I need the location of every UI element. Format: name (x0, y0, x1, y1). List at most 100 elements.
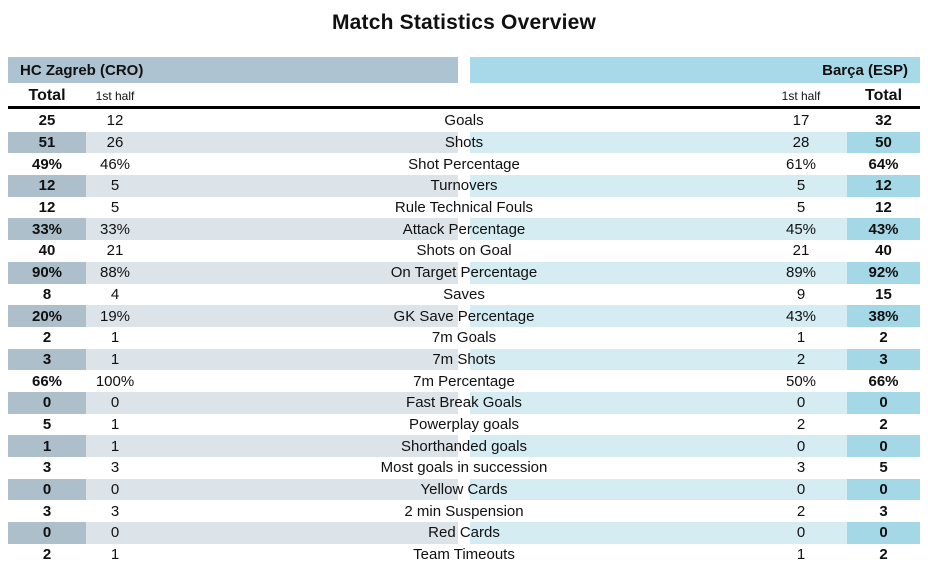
home-first-half-value: 19% (99, 307, 131, 325)
away-total-value: 92% (847, 261, 920, 284)
away-first-half-value: 0 (796, 481, 806, 499)
away-panel: 9 15 (470, 284, 920, 306)
home-total-value: 0 (8, 478, 86, 501)
away-team-header: Barça (ESP) (470, 57, 920, 83)
home-first-half-value: 0 (110, 394, 120, 412)
away-column-headers: 1st half Total (470, 87, 920, 105)
home-first-half-value: 46% (99, 155, 131, 173)
away-total-value: 0 (847, 435, 920, 457)
away-first-half-value: 9 (796, 285, 806, 303)
away-first-half-value: 45% (785, 220, 817, 238)
home-panel: 51 26 (8, 131, 458, 154)
home-panel: 33% 33% (8, 218, 458, 241)
away-panel: 5 12 (470, 175, 920, 197)
home-first-half-value: 1 (110, 350, 120, 368)
home-total-value: 51 (8, 131, 86, 154)
home-first-half-value: 0 (110, 481, 120, 499)
home-team-header: HC Zagreb (CRO) (8, 57, 458, 83)
away-first-half-value: 1 (796, 546, 806, 564)
away-first-half-value: 5 (796, 199, 806, 217)
home-total-value: 12 (38, 199, 56, 217)
table-row: 49% 46% 61% 64% Shot Percentage (8, 153, 920, 175)
away-panel: 61% 64% (470, 153, 920, 175)
statistics-table: HC Zagreb (CRO) Barça (ESP) Total 1st ha… (8, 57, 920, 565)
table-row: 51 26 28 50 Shots (8, 131, 920, 154)
table-row: 8 4 9 15 Saves (8, 284, 920, 306)
home-total-value: 8 (42, 285, 52, 303)
home-total-value: 12 (8, 175, 86, 197)
home-panel: 20% 19% (8, 305, 458, 327)
away-total-value: 15 (875, 285, 892, 303)
home-total-value: 20% (8, 305, 86, 327)
home-panel: 2 1 (8, 327, 458, 349)
table-row: 2 1 1 2 7m Goals (8, 327, 920, 349)
home-first-half-value: 5 (110, 177, 120, 195)
table-row: 33% 33% 45% 43% Attack Percentage (8, 218, 920, 241)
away-total-value: 0 (847, 478, 920, 501)
away-first-half-value: 21 (792, 242, 810, 260)
home-total-value: 90% (8, 261, 86, 284)
home-first-half-value: 3 (110, 459, 120, 477)
home-total-value: 1 (8, 435, 86, 457)
away-total-column-header: Total (864, 86, 903, 104)
home-panel: 12 5 (8, 175, 458, 197)
home-panel: 5 1 (8, 414, 458, 436)
home-total-value: 3 (8, 348, 86, 371)
home-first-half-value: 1 (110, 546, 120, 564)
home-panel: 12 5 (8, 197, 458, 219)
away-panel: 0 0 (470, 391, 920, 414)
home-first-half-value: 5 (110, 199, 120, 217)
home-total-column-header: Total (28, 86, 66, 104)
home-first-half-value: 4 (110, 285, 120, 303)
home-panel: 1 1 (8, 435, 458, 457)
home-total-value: 49% (31, 155, 63, 173)
home-total-value: 40 (38, 242, 56, 260)
home-panel: 25 12 (8, 110, 458, 132)
away-total-value: 2 (879, 329, 888, 347)
away-total-value: 40 (875, 242, 892, 260)
table-row: 2 1 1 2 Team Timeouts (8, 544, 920, 566)
home-panel: 0 0 (8, 522, 458, 544)
away-total-value: 50 (847, 131, 920, 154)
away-first-half-value: 2 (796, 415, 806, 433)
home-first-half-value: 12 (106, 112, 124, 130)
home-total-value: 66% (31, 372, 63, 390)
away-panel: 21 40 (470, 240, 920, 262)
away-total-value: 12 (875, 199, 892, 217)
home-first-half-value: 1 (110, 415, 120, 433)
home-panel: 3 3 (8, 500, 458, 522)
home-total-value: 2 (42, 546, 52, 564)
page-title: Match Statistics Overview (331, 11, 597, 34)
home-panel: 49% 46% (8, 153, 458, 175)
away-first-half-value: 1 (796, 329, 806, 347)
home-panel: 3 3 (8, 457, 458, 479)
home-total-value: 3 (42, 502, 52, 520)
away-first-half-value: 0 (796, 524, 806, 542)
home-first-half-value: 100% (95, 372, 135, 390)
away-total-value: 38% (847, 305, 920, 327)
home-first-half-value: 1 (110, 329, 120, 347)
away-panel: 28 50 (470, 131, 920, 154)
home-panel: 2 1 (8, 544, 458, 566)
away-total-value: 66% (868, 372, 899, 390)
table-row: 0 0 0 0 Yellow Cards (8, 478, 920, 501)
away-total-value: 32 (875, 112, 892, 130)
home-total-value: 2 (42, 329, 52, 347)
away-total-value: 12 (847, 175, 920, 197)
away-first-half-value: 0 (796, 437, 806, 455)
away-total-value: 0 (847, 391, 920, 414)
table-row: 25 12 17 32 Goals (8, 110, 920, 132)
table-row: 3 1 2 3 7m Shots (8, 348, 920, 371)
home-panel: 8 4 (8, 284, 458, 306)
home-panel: 0 0 (8, 478, 458, 501)
away-first-half-value: 2 (796, 350, 806, 368)
table-row: 20% 19% 43% 38% GK Save Percentage (8, 305, 920, 327)
stats-rows: 25 12 17 32 Goals 51 26 28 50 Shots 49% … (8, 110, 920, 565)
away-panel: 3 5 (470, 457, 920, 479)
home-first-half-value: 1 (110, 437, 120, 455)
home-total-value: 5 (42, 415, 52, 433)
away-total-value: 64% (868, 155, 899, 173)
away-first-half-value: 0 (796, 394, 806, 412)
away-panel: 43% 38% (470, 305, 920, 327)
away-first-half-value: 50% (785, 372, 817, 390)
